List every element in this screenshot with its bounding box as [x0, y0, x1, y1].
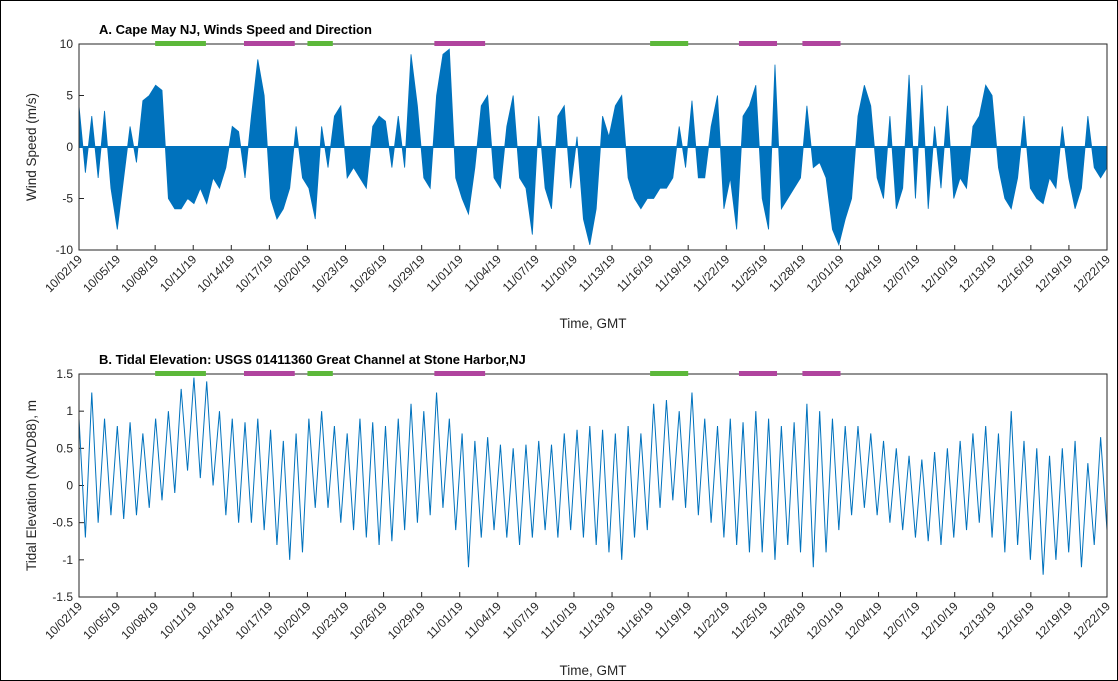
event-period [650, 41, 689, 46]
event-period [738, 371, 778, 376]
y-tick-label: 0 [66, 479, 73, 493]
tide-line [78, 377, 1108, 575]
event-period [243, 371, 295, 376]
y-tick-label: -5 [62, 192, 73, 206]
y-tick-label: -1 [62, 553, 73, 567]
event-period [155, 371, 206, 376]
event-period [155, 41, 206, 46]
event-period [434, 41, 486, 46]
y-tick-label: 1 [66, 404, 73, 418]
y-axis-label: Wind Speed (m/s) [24, 93, 39, 201]
y-tick-label: 5 [66, 89, 73, 103]
event-period [738, 41, 778, 46]
y-axis-label: Tidal Elevation (NAVD88), m [24, 400, 39, 571]
axes-box [78, 43, 1108, 251]
event-period [650, 371, 689, 376]
event-period [434, 371, 486, 376]
event-period [802, 41, 841, 46]
event-period [243, 41, 295, 46]
y-tick-label: 10 [60, 37, 74, 51]
chart-title: B. Tidal Elevation: USGS 01411360 Great … [99, 352, 526, 367]
x-axis-label: Time, GMT [560, 663, 627, 678]
y-tick-label: -10 [56, 243, 74, 257]
chart-title: A. Cape May NJ, Winds Speed and Directio… [99, 22, 372, 37]
axes-box [78, 373, 1108, 598]
y-tick-label: 0.5 [56, 441, 73, 455]
y-tick-label: -1.5 [52, 590, 73, 604]
y-tick-label: 1.5 [56, 367, 73, 381]
x-axis-label: Time, GMT [560, 316, 627, 331]
event-period [307, 371, 333, 376]
y-tick-label: 0 [66, 140, 73, 154]
y-tick-label: -0.5 [52, 516, 73, 530]
event-period [802, 371, 841, 376]
event-period [307, 41, 333, 46]
